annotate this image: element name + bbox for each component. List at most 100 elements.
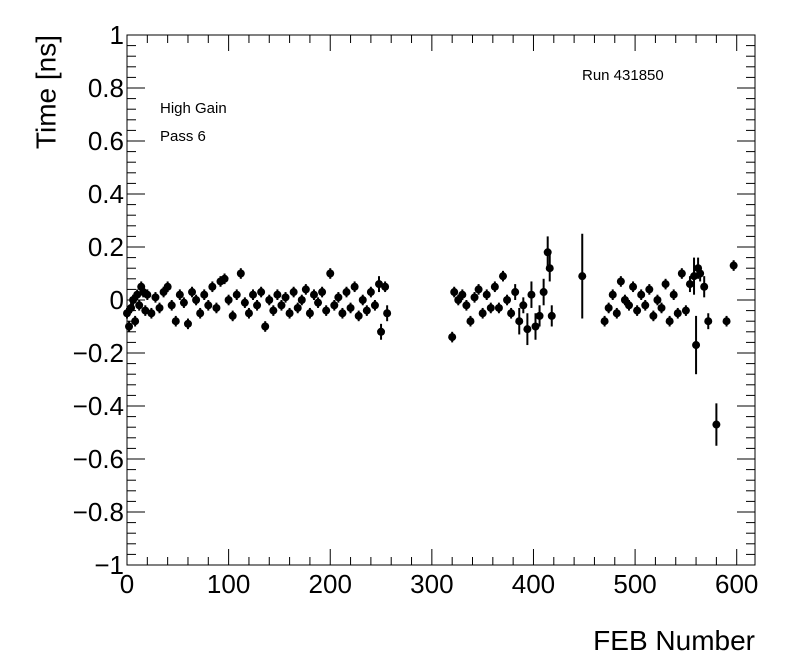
x-tick-label: 0 xyxy=(120,569,134,599)
data-point xyxy=(669,290,678,299)
data-point xyxy=(474,285,483,294)
data-point xyxy=(261,322,270,331)
data-point xyxy=(297,296,306,304)
data-point xyxy=(527,290,536,299)
data-point xyxy=(616,277,625,286)
data-point xyxy=(712,420,721,429)
data-point xyxy=(657,303,666,312)
data-point xyxy=(478,309,487,318)
data-point xyxy=(171,317,180,326)
data-point xyxy=(498,272,507,281)
data-point xyxy=(143,290,152,299)
data-point xyxy=(240,298,249,307)
data-point xyxy=(277,301,286,310)
data-point xyxy=(273,290,282,299)
data-point xyxy=(155,303,164,312)
data-point xyxy=(249,290,258,299)
data-point xyxy=(545,264,554,273)
data-point xyxy=(265,296,274,304)
data-point xyxy=(220,274,229,283)
data-point xyxy=(470,293,479,302)
data-point xyxy=(135,301,144,310)
data-point xyxy=(133,290,142,299)
data-point xyxy=(381,282,390,291)
data-point xyxy=(147,309,156,318)
data-point xyxy=(358,296,367,304)
data-point xyxy=(293,303,302,312)
x-axis-title: FEB Number xyxy=(593,625,755,656)
data-point xyxy=(633,306,642,315)
y-tick-label: 0 xyxy=(110,285,124,315)
data-point xyxy=(314,298,323,307)
data-point xyxy=(285,309,294,318)
data-point xyxy=(507,309,516,318)
data-point xyxy=(690,272,699,281)
data-point xyxy=(236,269,245,278)
data-point xyxy=(354,311,363,320)
data-point xyxy=(326,269,335,278)
data-point xyxy=(346,303,355,312)
data-point xyxy=(179,298,188,307)
data-point xyxy=(653,296,662,304)
data-point xyxy=(338,309,347,318)
data-point xyxy=(578,272,587,281)
data-point xyxy=(151,293,160,302)
data-point xyxy=(458,290,467,299)
x-tick-label: 100 xyxy=(207,569,250,599)
x-tick-label: 500 xyxy=(613,569,656,599)
data-point xyxy=(608,290,617,299)
data-point xyxy=(318,288,327,297)
data-point xyxy=(224,296,233,304)
y-tick-label: −1 xyxy=(94,550,124,580)
annotation: High Gain xyxy=(160,100,227,117)
data-point xyxy=(629,282,638,291)
data-point xyxy=(681,306,690,315)
annotation: Run 431850 xyxy=(582,67,664,84)
y-tick-label: 0.6 xyxy=(88,126,124,156)
data-point xyxy=(232,290,241,299)
data-point xyxy=(494,303,503,312)
y-tick-label: −0.4 xyxy=(73,391,124,421)
data-point xyxy=(673,309,682,318)
data-point xyxy=(377,327,386,336)
x-tick-label: 600 xyxy=(715,569,758,599)
data-point xyxy=(322,306,331,315)
data-point xyxy=(543,248,552,257)
data-point xyxy=(511,288,520,297)
data-point xyxy=(253,301,262,310)
annotation: Pass 6 xyxy=(160,128,206,145)
y-axis-title: Time [ns] xyxy=(30,35,61,149)
data-point xyxy=(704,317,713,326)
data-point xyxy=(350,282,359,291)
data-point xyxy=(604,303,613,312)
data-point xyxy=(334,293,343,302)
y-tick-label: −0.8 xyxy=(73,497,124,527)
data-point xyxy=(281,293,290,302)
data-point xyxy=(637,290,646,299)
data-point xyxy=(212,303,221,312)
data-point xyxy=(127,303,136,312)
data-point xyxy=(729,261,738,270)
data-point xyxy=(362,306,371,315)
data-point xyxy=(486,303,495,312)
data-point xyxy=(645,285,654,294)
data-point xyxy=(305,309,314,318)
data-point xyxy=(677,269,686,278)
data-point xyxy=(692,341,701,350)
data-point xyxy=(462,301,471,310)
data-point xyxy=(490,282,499,291)
data-point xyxy=(309,290,318,299)
data-point xyxy=(539,288,548,297)
data-point xyxy=(183,319,192,328)
x-tick-label: 300 xyxy=(410,569,453,599)
data-point xyxy=(448,333,457,342)
data-point xyxy=(269,306,278,315)
data-point xyxy=(141,306,150,315)
data-point xyxy=(503,296,512,304)
data-point xyxy=(125,322,134,331)
y-tick-label: 0.2 xyxy=(88,232,124,262)
data-point xyxy=(301,285,310,294)
data-point xyxy=(204,301,213,310)
data-point xyxy=(649,311,658,320)
y-tick-label: −0.2 xyxy=(73,338,124,368)
